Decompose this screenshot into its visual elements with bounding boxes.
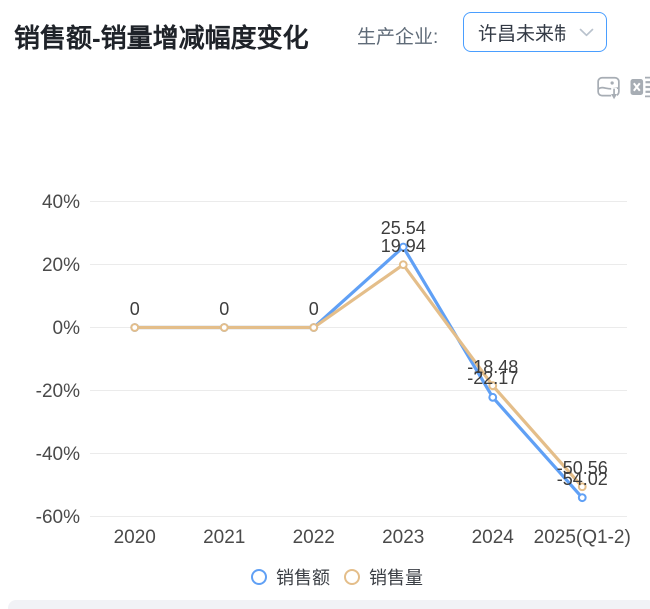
data-label: -22.17 bbox=[467, 368, 518, 388]
data-label: -54.02 bbox=[557, 469, 608, 489]
y-axis-label: -60% bbox=[36, 507, 80, 528]
producer-select-value: 许昌未来制 bbox=[478, 23, 566, 45]
data-point bbox=[219, 323, 229, 332]
y-axis-label: -40% bbox=[36, 444, 80, 465]
producer-select[interactable]: 许昌未来制 bbox=[463, 12, 607, 52]
legend-label: 销售额 bbox=[276, 568, 330, 588]
export-excel-icon[interactable] bbox=[629, 74, 650, 105]
y-axis-label: 0% bbox=[53, 318, 81, 339]
x-axis-label: 2022 bbox=[293, 527, 335, 548]
data-point bbox=[309, 323, 319, 332]
legend-label: 销售量 bbox=[369, 568, 423, 588]
data-label: 19.94 bbox=[381, 236, 426, 256]
producer-label: 生产企业: bbox=[357, 27, 439, 48]
x-axis-label: 2020 bbox=[114, 527, 156, 548]
y-axis-label: 40% bbox=[42, 192, 80, 213]
y-axis-label: -20% bbox=[36, 381, 80, 402]
x-axis-label: 2025(Q1-2) bbox=[534, 527, 631, 548]
y-axis-label: 20% bbox=[42, 255, 80, 276]
legend-item-sales-amount[interactable]: 销售额 bbox=[251, 564, 330, 590]
data-label: 0 bbox=[219, 299, 229, 319]
x-axis-label: 2024 bbox=[472, 527, 515, 548]
data-label: 0 bbox=[309, 299, 319, 319]
data-point bbox=[398, 242, 408, 252]
data-label: -18.48 bbox=[467, 357, 518, 377]
data-label: -50.56 bbox=[557, 458, 608, 478]
next-card-top-edge bbox=[8, 600, 650, 609]
export-image-icon[interactable] bbox=[597, 76, 620, 106]
series-line-1 bbox=[133, 263, 584, 489]
data-point bbox=[488, 381, 498, 391]
sales-amount-marker-icon bbox=[251, 569, 267, 585]
data-point bbox=[577, 493, 587, 503]
data-point bbox=[398, 260, 408, 270]
line-chart: 40% 20% 0% -20% -40% -60% 2020 2021 2022 2023 2024… bbox=[36, 192, 631, 548]
x-axis-label: 2023 bbox=[382, 527, 424, 548]
data-label: 25.54 bbox=[381, 218, 426, 238]
data-point bbox=[577, 482, 587, 492]
data-point bbox=[130, 323, 140, 332]
chevron-down-icon bbox=[579, 28, 594, 37]
data-point bbox=[488, 392, 498, 402]
page-title: 销售额-销量增减幅度变化 bbox=[14, 23, 309, 53]
data-label: 0 bbox=[130, 299, 140, 319]
sales-volume-marker-icon bbox=[344, 569, 360, 585]
legend-item-sales-volume[interactable]: 销售量 bbox=[344, 564, 423, 590]
x-axis-label: 2021 bbox=[203, 527, 245, 548]
chart-legend: 销售额 销售量 bbox=[12, 564, 650, 590]
